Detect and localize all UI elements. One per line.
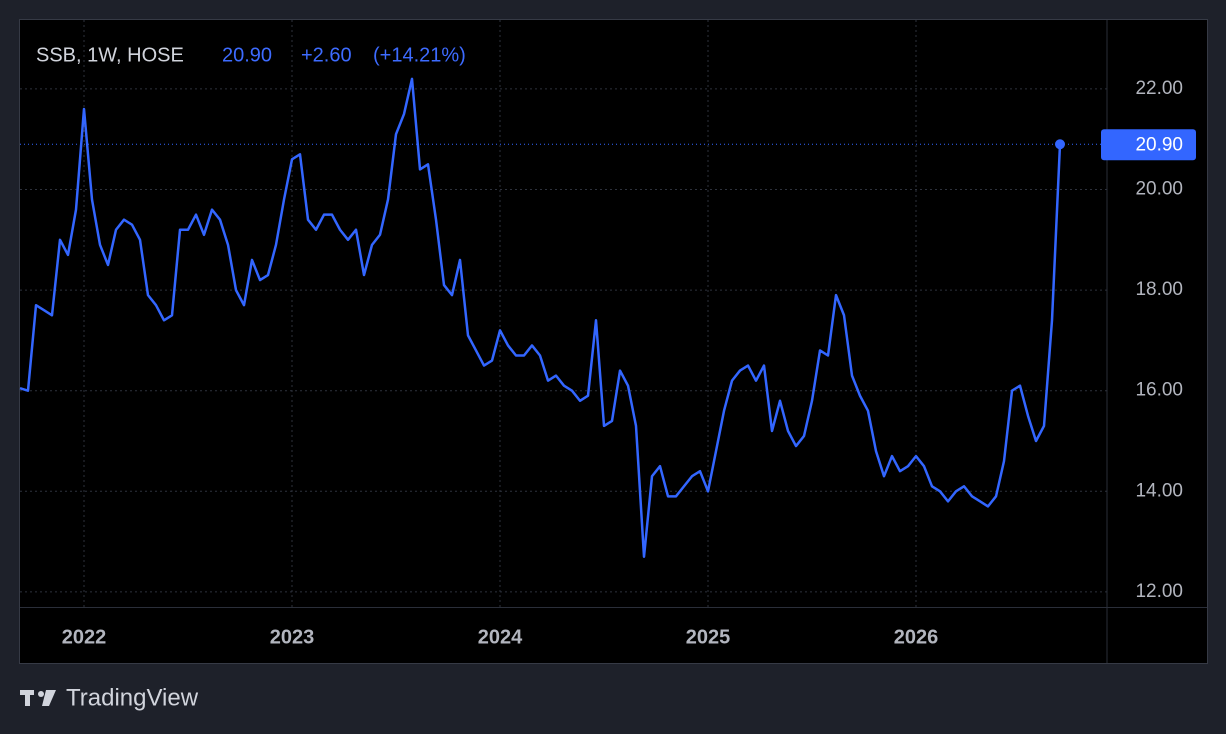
plot: [19, 77, 1107, 558]
brand-name: TradingView: [66, 684, 199, 711]
x-tick-label: 2024: [478, 626, 523, 648]
last-price-badge: [1101, 129, 1196, 161]
y-tick-label: 12.00: [1135, 581, 1183, 602]
last-point: [1055, 139, 1065, 150]
y-tick-label: 14.00: [1135, 480, 1183, 501]
last-price-badge-label: 20.90: [1135, 134, 1183, 155]
price-line: [19, 77, 1062, 558]
x-tick-label: 2025: [686, 626, 731, 648]
x-tick-label: 2026: [894, 626, 939, 648]
y-tick-label: 20.00: [1135, 179, 1183, 200]
brand-logo: [20, 690, 56, 706]
y-tick-label: 18.00: [1135, 279, 1183, 300]
price-change-percent: (+14.21%): [373, 44, 466, 66]
symbol-title: SSB, 1W, HOSE: [36, 44, 184, 66]
last-price: 20.90: [222, 44, 272, 66]
chart-panel: [19, 19, 1208, 664]
price-change: +2.60: [301, 44, 352, 66]
y-tick-label: 22.00: [1135, 78, 1183, 99]
y-tick-label: 16.00: [1135, 380, 1183, 401]
x-tick-label: 2023: [270, 626, 315, 648]
grid: [20, 20, 1107, 607]
x-tick-label: 2022: [62, 626, 107, 648]
